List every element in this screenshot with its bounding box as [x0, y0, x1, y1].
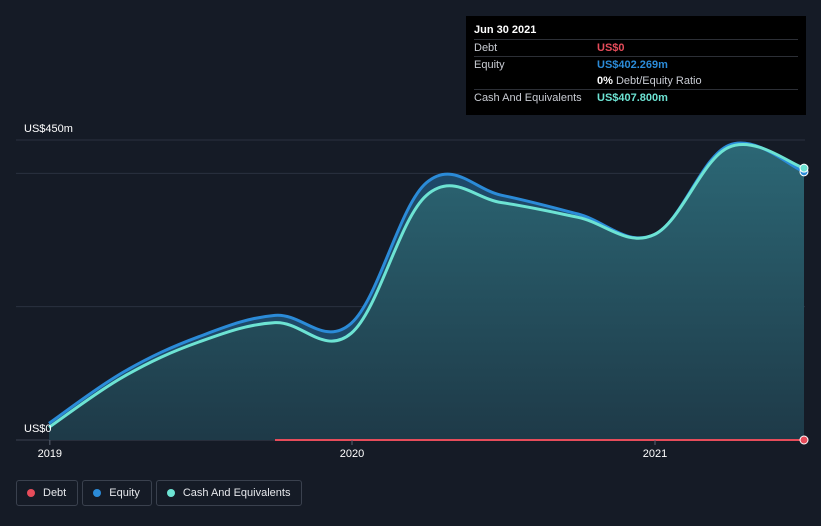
series-lines: [48, 141, 805, 441]
x-tick-label: 2020: [340, 448, 364, 460]
tooltip-label: Equity: [474, 59, 505, 71]
tooltip-value: US$402.269m: [597, 59, 668, 71]
series-areas: [49, 142, 804, 440]
legend-item-equity[interactable]: Equity: [82, 480, 152, 506]
tooltip-row-equity: Equity US$402.269m: [474, 56, 798, 73]
x-tick-label: 2019: [38, 448, 62, 460]
equity-dot-icon: [93, 489, 102, 497]
x-axis: 2019 2020 2021: [38, 440, 667, 460]
tooltip-ratio-suffix: Debt/Equity Ratio: [615, 75, 702, 87]
tooltip-row-cash: Cash And Equivalents US$407.800m: [474, 89, 798, 106]
legend-item-debt[interactable]: Debt: [16, 480, 79, 506]
tooltip-row-ratio: 0% Debt/Equity Ratio: [474, 73, 798, 89]
tooltip-panel: Jun 30 2021 Debt US$0 Equity US$402.269m…: [466, 16, 806, 115]
legend-label: Equity: [109, 487, 140, 499]
tooltip-label: [474, 73, 597, 89]
tooltip-value: US$407.800m: [597, 92, 668, 104]
tooltip-value: 0%: [597, 75, 613, 87]
tooltip-value: US$0: [597, 42, 625, 54]
y-tick-label-top: US$450m: [24, 123, 73, 135]
legend-label: Cash And Equivalents: [182, 487, 291, 499]
x-tick-label: 2021: [643, 448, 667, 460]
series-end-markers: [799, 163, 809, 445]
debt-end-marker: [799, 435, 809, 445]
legend: Debt Equity Cash And Equivalents: [16, 480, 303, 506]
cash-and-equivalents-line: [48, 143, 805, 429]
cash-and-equivalents-area: [49, 144, 804, 440]
cash-and-equivalents-end-marker: [799, 163, 809, 173]
y-tick-label-bottom: US$0: [24, 423, 52, 435]
tooltip-label: Cash And Equivalents: [474, 92, 582, 104]
cash-dot-icon: [166, 489, 175, 497]
tooltip-row-debt: Debt US$0: [474, 39, 798, 56]
debt-dot-icon: [27, 489, 35, 497]
legend-label: Debt: [43, 487, 67, 499]
tooltip-date: Jun 30 2021: [474, 24, 537, 36]
legend-item-cash[interactable]: Cash And Equivalents: [155, 480, 303, 506]
y-axis: US$450m US$0: [24, 123, 73, 435]
tooltip-label: Debt: [474, 42, 498, 54]
